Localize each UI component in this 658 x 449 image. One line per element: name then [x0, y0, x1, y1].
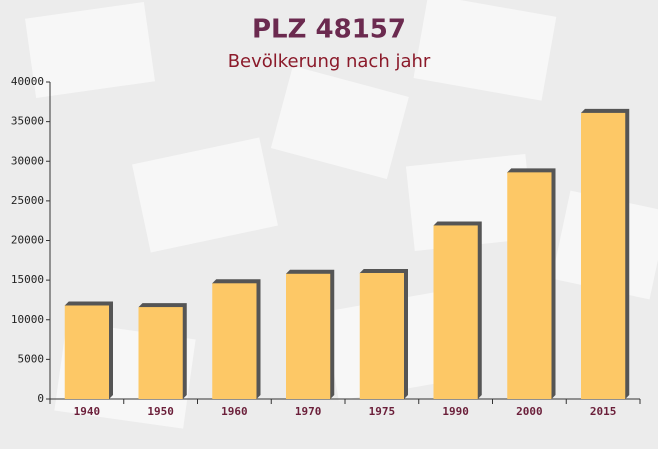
y-tick-label: 15000: [11, 273, 44, 286]
y-tick-label: 10000: [11, 313, 44, 326]
y-tick-label: 0: [37, 392, 44, 405]
x-tick-label: 2000: [516, 405, 543, 418]
chart-title: PLZ 48157: [252, 15, 406, 45]
bar: [433, 225, 478, 399]
bar: [286, 273, 331, 399]
chart-subtitle: Bevölkerung nach jahr: [228, 51, 431, 72]
x-tick-label: 1975: [369, 405, 396, 418]
bar: [507, 172, 552, 399]
bar: [212, 283, 257, 399]
x-tick-label: 1970: [295, 405, 322, 418]
y-tick-label: 40000: [11, 75, 44, 88]
bar: [64, 305, 109, 399]
bar: [138, 307, 183, 399]
x-tick-label: 1990: [442, 405, 469, 418]
y-tick-label: 25000: [11, 194, 44, 207]
x-tick-label: 2015: [590, 405, 617, 418]
bar: [359, 272, 404, 399]
bar: [581, 112, 626, 399]
x-tick-label: 1960: [221, 405, 248, 418]
y-tick-label: 5000: [18, 352, 45, 365]
y-tick-label: 30000: [11, 154, 44, 167]
background-pattern: [25, 0, 658, 429]
y-tick-label: 20000: [11, 234, 44, 247]
x-tick-label: 1950: [147, 405, 174, 418]
x-tick-label: 1940: [74, 405, 101, 418]
y-tick-label: 35000: [11, 115, 44, 128]
